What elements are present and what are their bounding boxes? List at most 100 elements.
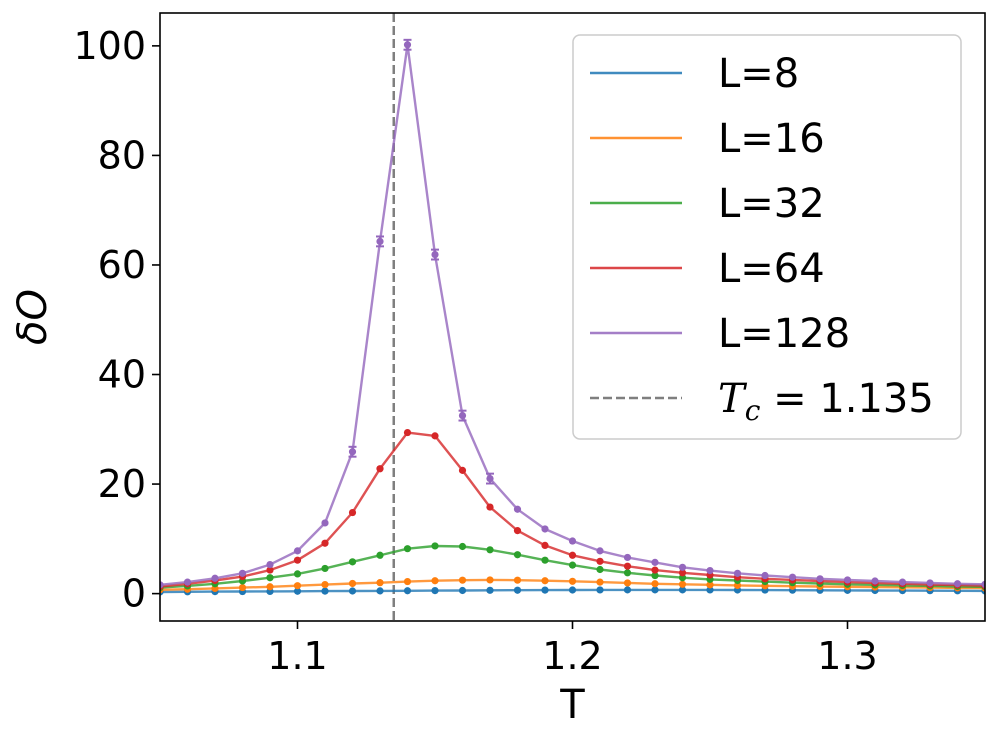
data-point (568, 561, 577, 569)
data-point (513, 586, 522, 594)
data-point (623, 569, 632, 577)
data-point (706, 581, 714, 589)
data-point (486, 576, 494, 584)
series-l128 (160, 38, 985, 589)
data-point (513, 576, 522, 584)
x-axis-label: T (559, 682, 585, 728)
data-point (458, 576, 467, 584)
data-point (431, 432, 439, 440)
data-point (486, 586, 494, 594)
data-point (160, 581, 164, 589)
tick-group: 1.1 1.2 1.3 0 20 40 60 80 100 (73, 24, 877, 678)
data-point (651, 580, 659, 588)
data-point (623, 553, 632, 562)
data-point (183, 578, 192, 586)
data-point (403, 41, 412, 49)
data-point (513, 551, 522, 559)
y-tick-label: 100 (73, 24, 146, 68)
legend: L=8 L=16 L=32 L=64 L=128 Tc = 1.135 (572, 34, 962, 440)
y-tick-label: 20 (98, 462, 146, 506)
data-point (376, 465, 384, 473)
data-point (541, 577, 549, 585)
data-point (486, 503, 494, 511)
data-point (623, 586, 632, 594)
y-tick-label: 0 (122, 572, 146, 616)
y-tick-label: 40 (98, 353, 146, 397)
data-point (266, 566, 274, 574)
legend-label: L=16 (718, 116, 825, 162)
data-point (458, 586, 467, 595)
data-point (568, 551, 577, 559)
data-point (623, 562, 632, 570)
data-point (348, 508, 357, 517)
legend-label: L=64 (718, 246, 825, 292)
data-point (541, 541, 549, 550)
data-point (321, 587, 329, 595)
data-point (403, 577, 412, 586)
data-point (376, 579, 384, 587)
data-point (596, 586, 604, 594)
data-point (678, 580, 687, 588)
data-point (761, 571, 769, 580)
data-point (403, 545, 412, 553)
legend-label-tc: Tc = 1.135 (718, 376, 934, 427)
data-point (348, 558, 357, 566)
data-point (651, 586, 659, 594)
data-point (266, 560, 274, 569)
data-point (733, 569, 742, 577)
data-point (678, 563, 687, 571)
data-point (843, 576, 852, 584)
data-point (678, 574, 687, 582)
data-point (348, 579, 357, 588)
data-point (348, 587, 357, 595)
data-point (816, 575, 824, 583)
data-point (541, 525, 549, 533)
data-point (486, 474, 494, 483)
data-point (431, 250, 439, 259)
data-point (403, 587, 412, 595)
data-point (293, 587, 302, 595)
legend-label: L=128 (718, 311, 850, 357)
data-point (596, 578, 604, 586)
data-point (513, 527, 522, 535)
data-point (651, 558, 659, 566)
data-point (678, 586, 687, 594)
data-point (293, 570, 302, 578)
data-point (348, 448, 357, 456)
data-point (596, 547, 604, 555)
x-tick-label: 1.1 (267, 634, 327, 678)
data-point (486, 546, 494, 554)
data-point (623, 579, 632, 587)
data-point (238, 569, 247, 577)
data-point (321, 580, 329, 589)
data-point (458, 466, 467, 474)
data-point (293, 556, 302, 564)
data-point (431, 542, 439, 550)
data-point (211, 574, 219, 582)
data-point (706, 586, 714, 594)
data-point (651, 571, 659, 580)
data-point (376, 237, 384, 246)
data-point (788, 573, 797, 581)
data-point (678, 569, 687, 577)
data-point (871, 577, 879, 585)
data-point (568, 577, 577, 585)
data-point (293, 547, 302, 555)
data-point (321, 519, 329, 527)
data-point (541, 586, 549, 594)
data-point (568, 537, 577, 545)
legend-box (572, 34, 962, 440)
data-point (513, 505, 522, 513)
data-point (321, 539, 329, 547)
data-point (541, 556, 549, 564)
data-point (266, 574, 274, 582)
y-tick-label: 80 (98, 133, 146, 177)
x-tick-label: 1.2 (542, 634, 602, 678)
legend-label: L=8 (718, 51, 799, 97)
data-point (568, 586, 577, 594)
x-tick-label: 1.3 (817, 634, 877, 678)
data-point (926, 579, 934, 587)
data-point (596, 557, 604, 565)
data-point (596, 565, 604, 574)
